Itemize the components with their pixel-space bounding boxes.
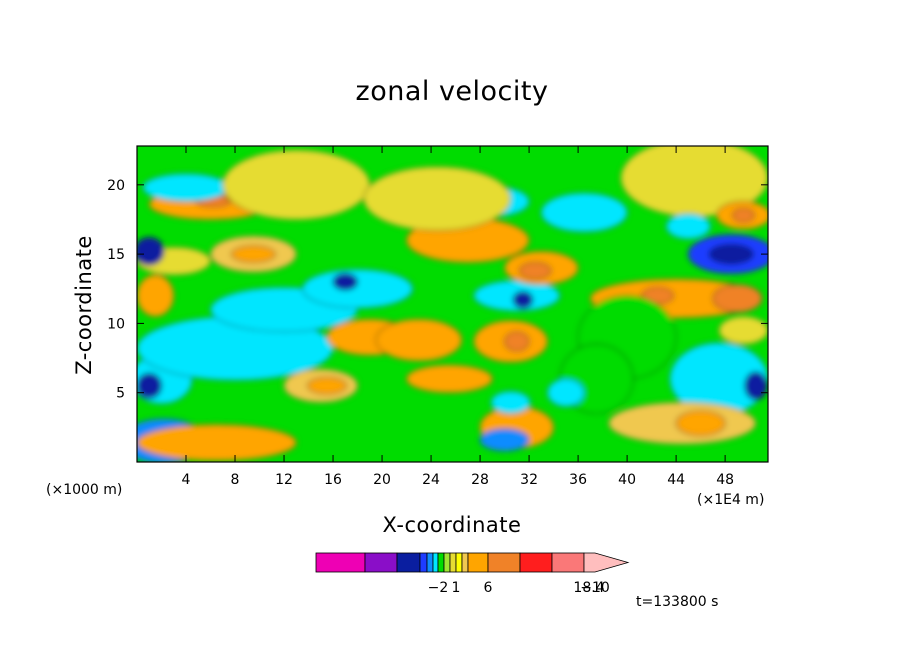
contour-region-33 — [363, 166, 512, 231]
colorbar-segment — [364, 552, 398, 573]
colorbar-segment — [396, 552, 421, 573]
colorbar-tick-label: −10 — [580, 580, 610, 596]
contour-region-38 — [708, 244, 754, 265]
chart-title: zonal velocity — [355, 76, 549, 107]
contour-region-18 — [375, 318, 463, 362]
x-tick-label: 40 — [618, 472, 636, 488]
contour-region-14 — [222, 149, 371, 220]
colorbar-segment-last — [583, 552, 630, 573]
x-tick-label: 16 — [324, 472, 342, 488]
x-tick-label: 44 — [667, 472, 685, 488]
x-tick-label: 24 — [422, 472, 440, 488]
colorbar-segment — [487, 552, 521, 573]
colorbar-segment — [551, 552, 585, 573]
contour-region-10 — [230, 245, 276, 263]
colorbar-tick-label: 6 — [484, 580, 493, 596]
contour-region-20 — [504, 331, 530, 352]
colorbar-segment — [426, 552, 434, 573]
colorbar-segment — [519, 552, 553, 573]
contour-region-51 — [547, 378, 585, 407]
x-axis-label: X-coordinate — [382, 513, 522, 537]
contour-region-28 — [512, 291, 534, 309]
contour-region-1 — [137, 424, 297, 462]
y-tick-label: 5 — [116, 386, 125, 402]
contour-region-15 — [302, 268, 414, 309]
contour-region-31 — [518, 262, 552, 280]
colorbar-tick-label: 18.4 — [573, 580, 604, 596]
contour-region-48 — [718, 316, 768, 345]
y-axis: 5 10 15 20 — [107, 178, 768, 402]
x-tick-label: 8 — [231, 472, 240, 488]
contour-region-45 — [744, 371, 768, 401]
x-tick-label: 32 — [520, 472, 538, 488]
x-tick-label: 4 — [182, 472, 191, 488]
colorbar-segment — [437, 552, 445, 573]
x-scale-note: (×1E4 m) — [697, 492, 765, 508]
contour-region-3 — [137, 372, 162, 399]
colorbar: −10 −2 1 6 18.4 — [315, 552, 630, 596]
colorbar-tick-label: 1 — [452, 580, 461, 596]
y-tick-label: 15 — [107, 247, 125, 263]
colorbar-segment — [419, 552, 428, 573]
contour-region-21 — [406, 364, 493, 394]
contour-region-26 — [490, 390, 531, 414]
contour-region-34 — [540, 192, 628, 233]
y-tick-label: 20 — [107, 178, 125, 194]
x-tick-label: 48 — [716, 472, 734, 488]
contour-region-23 — [306, 377, 347, 395]
contour-region-6 — [137, 274, 175, 317]
x-axis: 4 8 12 16 20 24 28 32 36 40 44 48 — [182, 146, 734, 488]
contour-region-40 — [732, 207, 755, 223]
colorbar-segment — [449, 552, 457, 573]
colorbar-tick-label: −2 — [428, 580, 449, 596]
contour-region-42 — [712, 284, 763, 313]
y-axis-label: Z-coordinate — [72, 235, 96, 375]
contour-region-16 — [332, 273, 358, 291]
contour-region-25 — [479, 428, 530, 452]
contour-field — [137, 146, 768, 462]
x-tick-label: 28 — [471, 472, 489, 488]
colorbar-segment — [467, 552, 489, 573]
contour-region-47 — [675, 410, 726, 437]
colorbar-segment — [455, 552, 463, 573]
colorbar-segment — [443, 552, 451, 573]
x-unit-note: (×1000 m) — [46, 482, 123, 498]
plot-frame — [136, 145, 769, 463]
colorbar-segment — [315, 552, 366, 573]
colorbar-segment — [432, 552, 439, 573]
x-tick-label: 36 — [569, 472, 587, 488]
x-tick-label: 20 — [373, 472, 391, 488]
contour-region-8 — [137, 237, 165, 266]
x-tick-label: 12 — [275, 472, 293, 488]
colorbar-segment — [461, 552, 469, 573]
contour-region-13 — [142, 173, 230, 202]
y-tick-label: 10 — [107, 316, 125, 332]
contour-region-36 — [665, 213, 711, 240]
time-label: t=133800 s — [636, 594, 719, 610]
